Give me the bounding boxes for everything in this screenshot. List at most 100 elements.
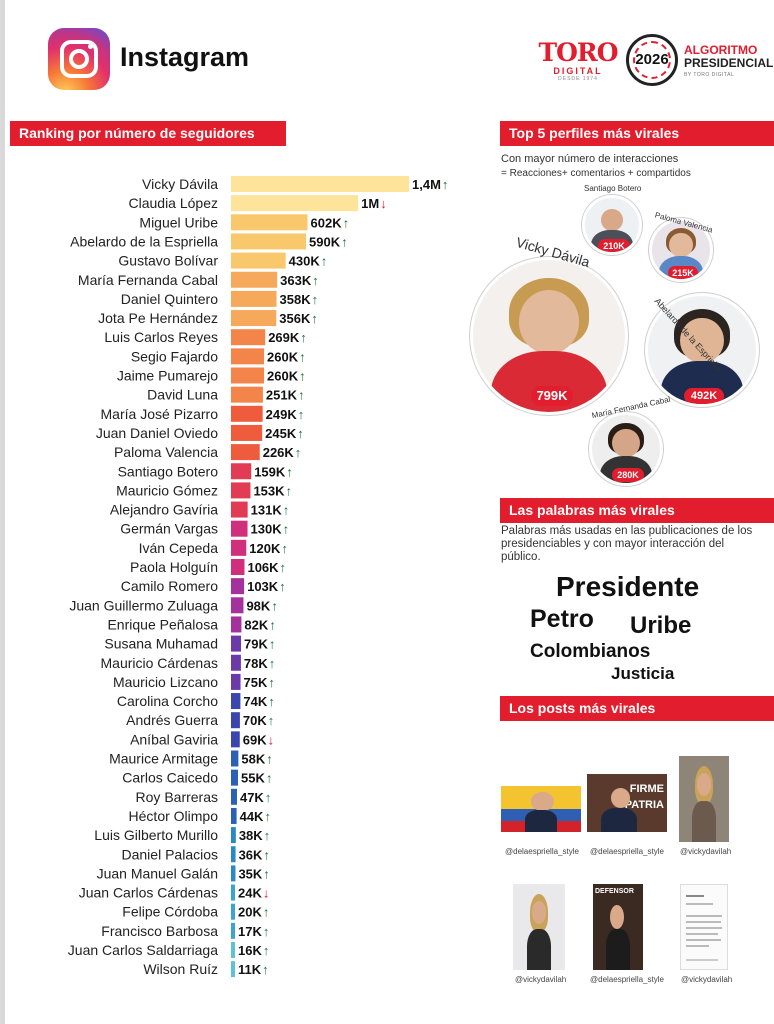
profile-bubble-paloma: 215K [649,218,713,282]
toro-digital-logo: TORO DIGITAL DESDE 1974 [538,38,619,83]
post-thumbnail[interactable]: FIRME PATRIA [587,774,667,832]
algoritmo-logo: ALGORITMO PRESIDENCIAL BY TORO DIGITAL [684,44,773,79]
bar [231,310,277,327]
post-handle[interactable]: @vickydavilah [680,847,732,856]
category-label: Gustavo Bolívar [118,253,218,269]
category-label: Francisco Barbosa [101,923,218,939]
category-label: Alejandro Gavíria [110,502,218,518]
value-label: 11K [238,962,262,977]
bar [231,482,251,499]
trend-up-icon: ↑ [283,503,290,518]
category-label: Enrique Peñalosa [107,616,218,632]
profile-name: Santiago Botero [584,184,642,193]
value-label: 1M [361,196,379,211]
value-label: 82K [244,617,268,632]
trend-up-icon: ↑ [266,752,273,767]
value-label: 47K [240,790,264,805]
post-handle[interactable]: @vickydavilah [515,975,567,984]
value-label: 70K [243,713,267,728]
instagram-icon [48,28,110,90]
value-label: 79K [244,637,268,652]
profile-value: 492K [684,388,724,404]
bar [231,501,248,518]
trend-down-icon: ↓ [268,732,275,747]
value-label: 602K [311,215,343,230]
category-label: Luis Gilberto Murillo [94,827,218,843]
category-label: Camilo Romero [121,578,218,594]
value-label: 269K [268,330,300,345]
category-label: Juan Manuel Galán [97,865,218,881]
value-label: 130K [251,522,283,537]
post-thumbnail[interactable] [501,786,581,832]
trend-up-icon: ↑ [298,407,305,422]
post-handle[interactable]: @delaespriella_style [590,847,664,856]
viral-note-2: = Reacciones+ comentarios + compartidos [501,168,691,179]
bar [231,673,241,690]
profile-value: 215K [668,266,698,279]
post-handle[interactable]: @delaespriella_style [590,975,664,984]
value-label: 78K [244,656,268,671]
trend-down-icon: ↓ [380,196,387,211]
value-label: 36K [239,847,263,862]
bar [231,788,237,805]
bar [231,214,308,231]
trend-up-icon: ↑ [263,905,270,920]
bar [231,961,235,978]
value-label: 131K [251,503,283,518]
bar [231,329,266,346]
value-label: 58K [241,752,265,767]
bar [231,616,242,633]
trend-up-icon: ↑ [263,847,270,862]
trend-up-icon: ↑ [269,637,276,652]
value-label: 106K [247,560,279,575]
bar [231,807,237,824]
trend-up-icon: ↑ [298,388,305,403]
bar [231,367,265,384]
category-label: María José Pizarro [101,406,219,422]
since-text: DESDE 1974 [558,76,598,82]
post-thumbnail[interactable] [680,884,728,970]
trend-up-icon: ↑ [269,656,276,671]
post-thumbnail[interactable] [513,884,565,970]
category-label: Vicky Dávila [142,176,218,192]
trend-up-icon: ↑ [286,483,293,498]
trend-up-icon: ↑ [286,464,293,479]
ranking-chart: Vicky Dávila 1,4M ↑Claudia López 1M ↓Miguel … [68,176,448,978]
bar [231,559,245,575]
trend-up-icon: ↑ [269,617,276,632]
toro-wordmark: TORO [538,38,619,67]
bar [231,884,235,901]
ranking-header: Ranking por número de seguidores [10,121,286,146]
trend-up-icon: ↑ [263,924,270,939]
value-label: 260K [267,349,299,364]
profile-value: 210K [598,239,630,252]
trend-up-icon: ↑ [341,234,348,249]
category-label: Santiago Botero [118,463,219,479]
post-thumbnail[interactable]: DEFENSOR [593,884,643,970]
bar [231,865,236,882]
post-thumbnail[interactable] [679,756,729,842]
post-overlay-text: PATRIA [624,799,664,811]
viral-note-1: Con mayor número de interacciones [501,153,679,165]
profile-bubble-vicky: 799K [470,257,628,415]
bar [231,750,239,767]
post-handle[interactable]: @delaespriella_style [505,847,579,856]
bar [231,424,263,441]
category-label: Mauricio Cárdenas [101,655,219,671]
bar [231,195,359,212]
profile-bubble-santiago: 210K [582,195,642,255]
bar [231,463,252,480]
category-label: Roy Barreras [136,789,218,805]
trend-up-icon: ↑ [280,560,287,575]
year-text: 2026 [635,51,669,68]
bar [231,348,265,365]
post-handle[interactable]: @vickydavilah [681,975,733,984]
category-label: Miguel Uribe [139,214,218,230]
category-label: Paola Holguín [130,559,218,575]
category-label: Carlos Caicedo [122,770,218,786]
category-label: Juan Daniel Oviedo [96,425,218,441]
word-uribe: Uribe [630,612,692,639]
trend-up-icon: ↑ [300,330,307,345]
trend-up-icon: ↑ [312,292,319,307]
trend-up-icon: ↑ [312,273,319,288]
